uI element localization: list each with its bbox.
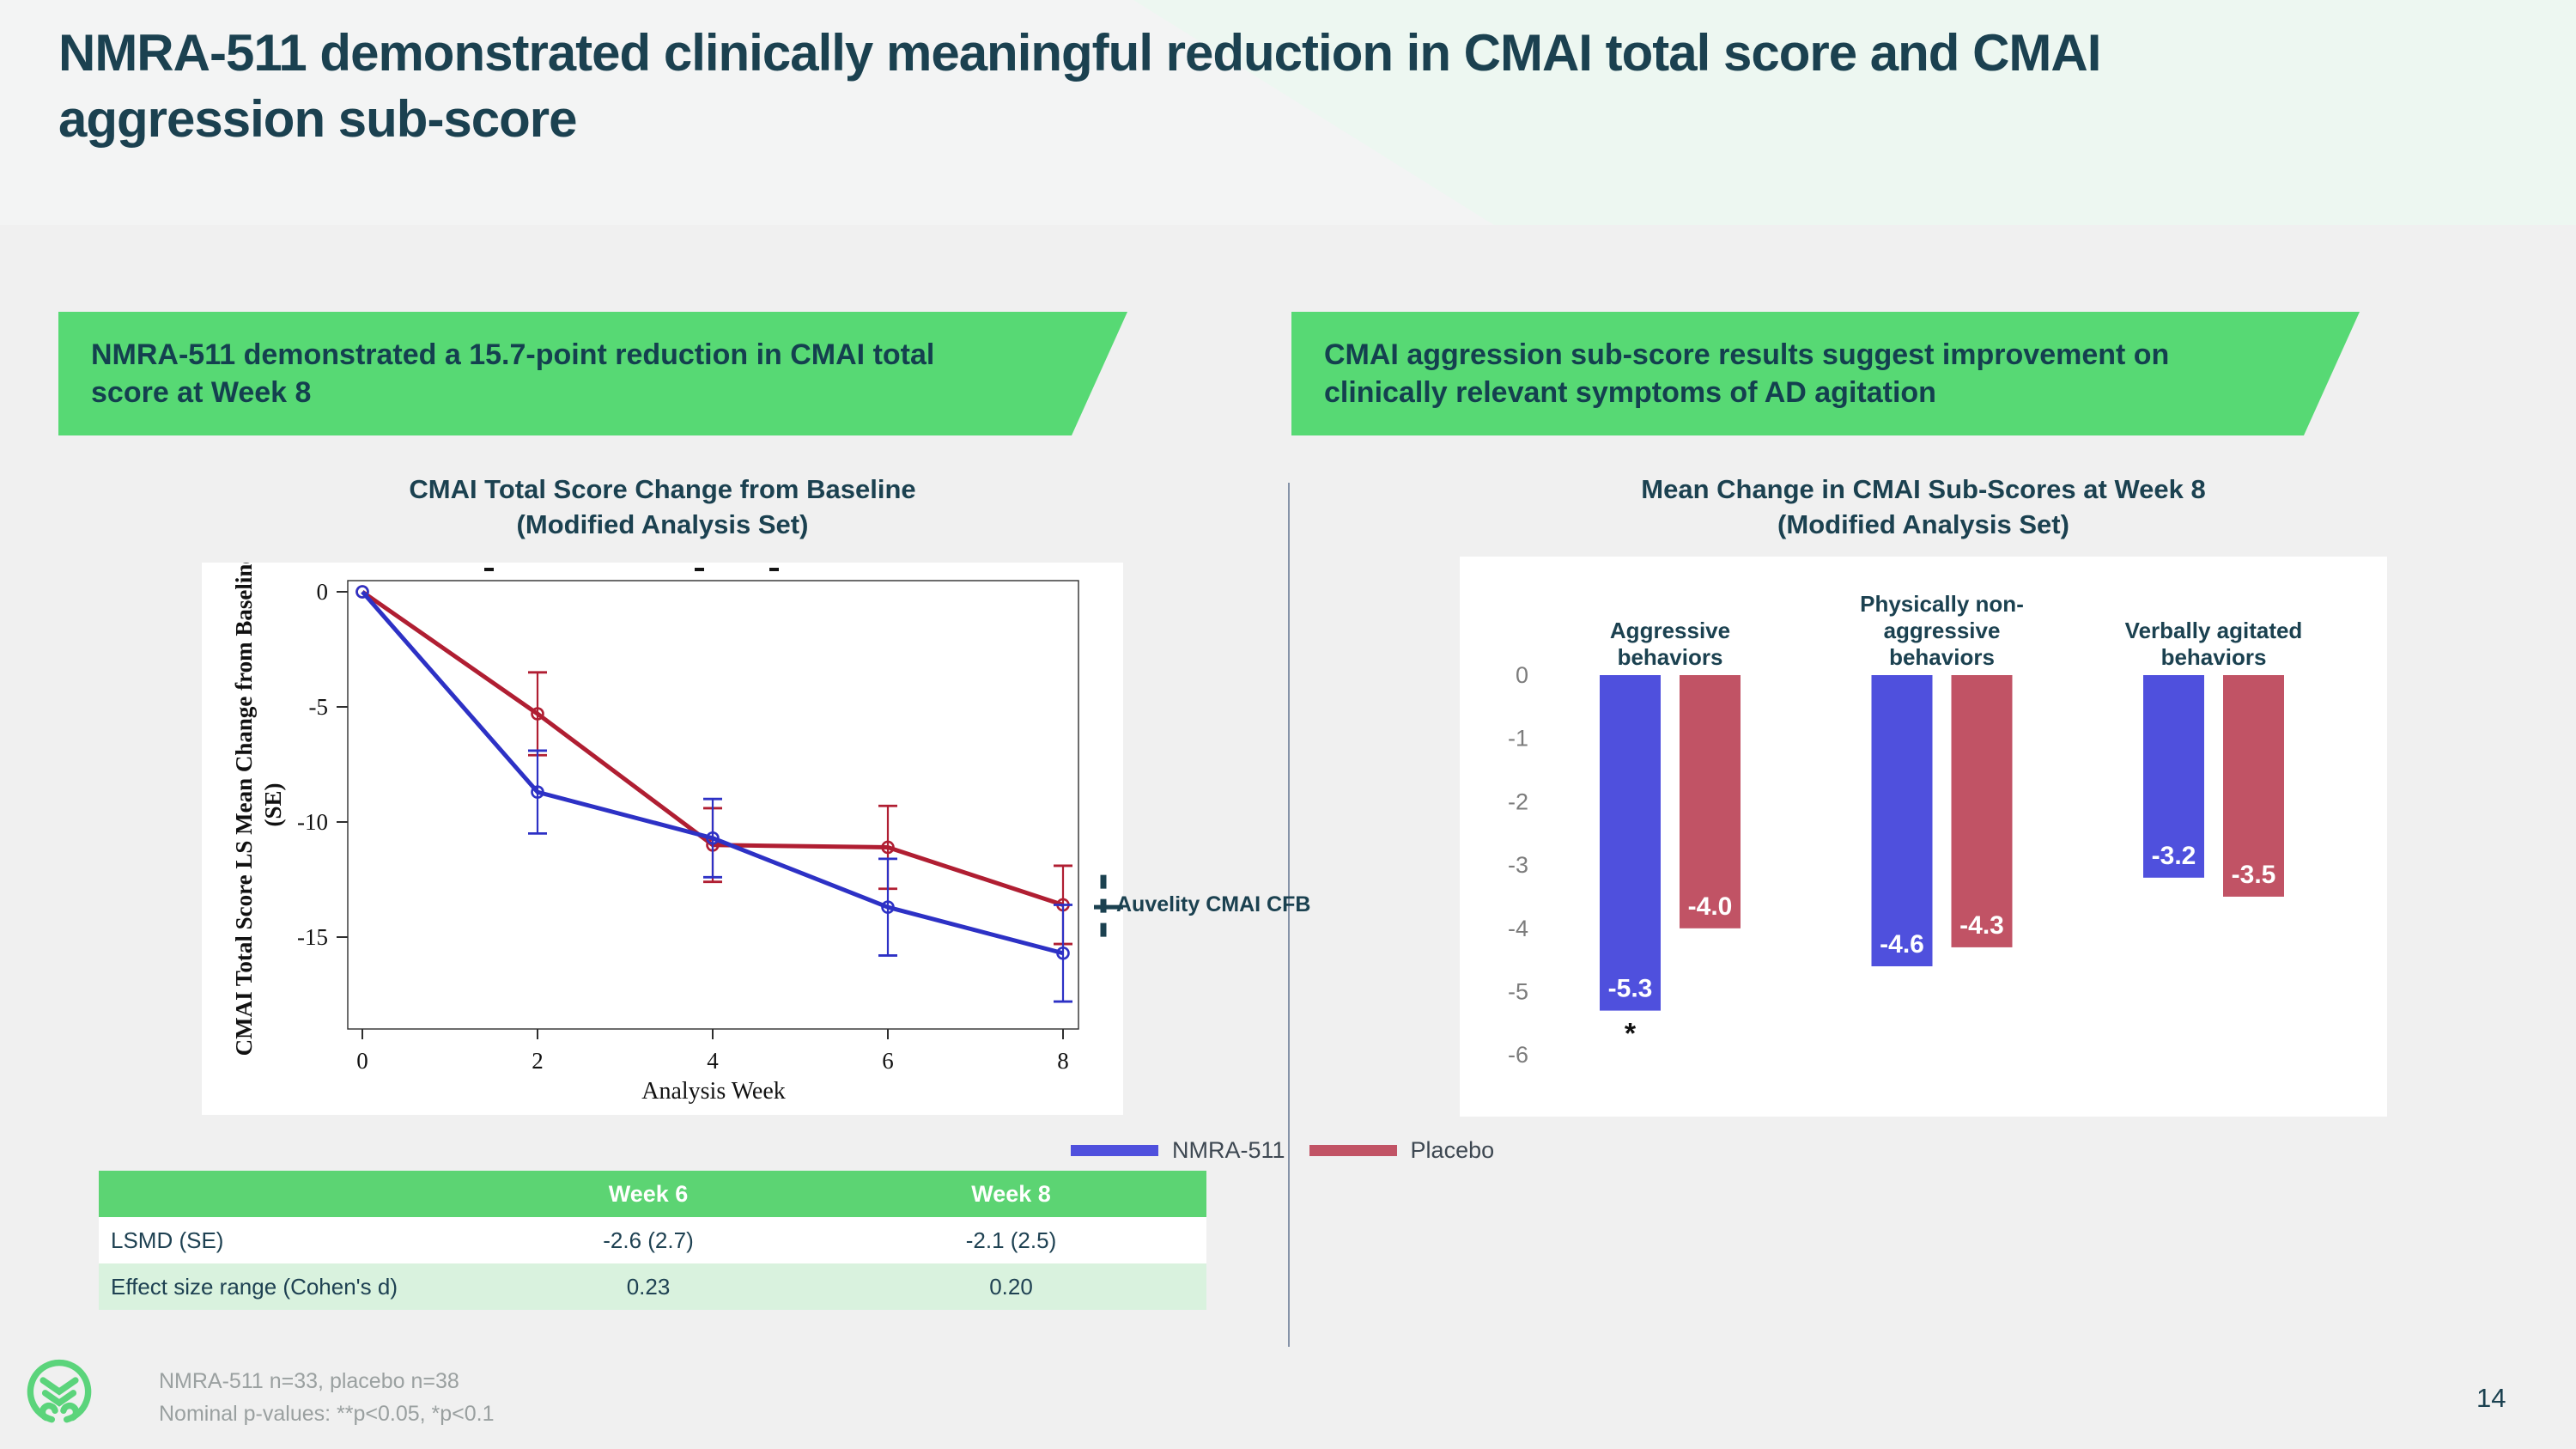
header-band — [0, 0, 2576, 225]
svg-text:0: 0 — [317, 579, 329, 605]
table-cell-value: -2.6 (2.7) — [603, 1227, 694, 1253]
table-header-week8: Week 8 — [971, 1180, 1051, 1207]
svg-text:0: 0 — [356, 1048, 368, 1074]
svg-text:0: 0 — [1516, 662, 1528, 688]
footnotes: NMRA-511 n=33, placebo n=38 Nominal p-va… — [159, 1366, 495, 1430]
svg-text:aggressive: aggressive — [1884, 618, 2001, 643]
banner-left-text: NMRA-511 demonstrated a 15.7-point reduc… — [91, 338, 935, 409]
svg-text:-15: -15 — [297, 924, 328, 950]
svg-text:-1: -1 — [1508, 726, 1528, 752]
bar-chart-title-sub: (Modified Analysis Set) — [1777, 508, 2069, 539]
table-row-effect-size: Effect size range (Cohen's d) 0.23 0.20 — [99, 1263, 1206, 1310]
svg-text:-4.0: -4.0 — [1688, 892, 1733, 921]
legend-swatch-placebo — [1309, 1145, 1397, 1156]
svg-text:-5: -5 — [1508, 979, 1528, 1005]
banner-left-total-score: NMRA-511 demonstrated a 15.7-point reduc… — [58, 312, 1127, 435]
bar-chart-title-main: Mean Change in CMAI Sub-Scores at Week 8 — [1641, 474, 2206, 504]
page-number: 14 — [2476, 1383, 2506, 1413]
banner-right-subscore: CMAI aggression sub-score results sugges… — [1291, 312, 2360, 435]
svg-text:behaviors: behaviors — [2161, 644, 2267, 670]
svg-text:-4: -4 — [1508, 916, 1528, 941]
table-cell-value: 0.23 — [626, 1273, 671, 1300]
svg-text:Verbally agitated: Verbally agitated — [2125, 618, 2303, 643]
svg-text:2: 2 — [532, 1048, 544, 1074]
table-cell-value: -2.1 (2.5) — [965, 1227, 1057, 1253]
footnote-pvalues: Nominal p-values: **p<0.05, *p<0.1 — [159, 1401, 495, 1426]
bar-chart-panel: 0 -1 -2 -3 -4 -5 -6 Aggressive behaviors Physical… — [1460, 557, 2387, 1117]
cmai-line-chart: 0 -5 -10 -15 0 2 4 6 8 Analysis Week CMAI Total Sc… — [231, 563, 1123, 1105]
svg-text:6: 6 — [882, 1048, 894, 1074]
svg-text:-3: -3 — [1508, 852, 1528, 878]
svg-text:-5: -5 — [309, 694, 329, 720]
svg-text:-3.2: -3.2 — [2152, 842, 2196, 870]
footnote-sample-size: NMRA-511 n=33, placebo n=38 — [159, 1369, 459, 1393]
svg-text:behaviors: behaviors — [1618, 644, 1723, 670]
svg-text:-6: -6 — [1508, 1042, 1528, 1068]
table-cell-label: LSMD (SE) — [111, 1227, 224, 1253]
table-header-week6: Week 6 — [608, 1180, 689, 1207]
svg-text:-10: -10 — [297, 809, 328, 835]
svg-text:*: * — [1625, 1018, 1637, 1050]
svg-text:Aggressive: Aggressive — [1610, 618, 1730, 643]
svg-text:CMAI Total Score LS Mean Chang: CMAI Total Score LS Mean Change from Bas… — [231, 563, 257, 1056]
svg-text:Analysis Week: Analysis Week — [641, 1078, 786, 1105]
legend-label-nmra511: NMRA-511 — [1172, 1137, 1285, 1163]
svg-text:Physically non-: Physically non- — [1860, 591, 2024, 617]
bar-chart-title: Mean Change in CMAI Sub-Scores at Week 8… — [1460, 472, 2387, 543]
table-cell-label: Effect size range (Cohen's d) — [111, 1273, 398, 1300]
line-chart-title-main: CMAI Total Score Change from Baseline — [409, 474, 916, 504]
chart-legend: NMRA-511 Placebo — [1071, 1137, 1518, 1164]
page-title: NMRA-511 demonstrated clinically meaning… — [58, 24, 2101, 148]
vertical-divider — [1288, 483, 1290, 1347]
svg-text:-2: -2 — [1508, 788, 1528, 814]
svg-text:-5.3: -5.3 — [1608, 975, 1653, 1003]
table-cell-value: 0.20 — [989, 1273, 1033, 1300]
svg-text:(SE): (SE) — [260, 782, 286, 826]
svg-text:-3.5: -3.5 — [2232, 861, 2276, 889]
svg-text:4: 4 — [707, 1048, 719, 1074]
legend-label-placebo: Placebo — [1410, 1137, 1495, 1163]
banner-right-text: CMAI aggression sub-score results sugges… — [1324, 338, 2170, 409]
svg-text:behaviors: behaviors — [1889, 644, 1995, 670]
legend-swatch-nmra511 — [1071, 1145, 1158, 1156]
cmai-subscore-bar-chart: 0-1-2-3-4-5-6AggressivebehaviorsPhysical… — [1508, 591, 2303, 1068]
line-chart-title: CMAI Total Score Change from Baseline (M… — [202, 472, 1123, 543]
line-chart-title-sub: (Modified Analysis Set) — [516, 508, 809, 539]
svg-text:-4.3: -4.3 — [1959, 911, 2004, 940]
line-chart-panel: 0 -5 -10 -15 0 2 4 6 8 Analysis Week CMAI Total Sc… — [202, 563, 1123, 1115]
lsmd-table: Week 6 Week 8 LSMD (SE) -2.6 (2.7) -2.1 … — [99, 1171, 1206, 1310]
company-logo-icon — [27, 1359, 92, 1423]
table-row-lsmd: LSMD (SE) -2.6 (2.7) -2.1 (2.5) — [99, 1217, 1206, 1263]
svg-text:-4.6: -4.6 — [1880, 930, 1924, 959]
svg-text:8: 8 — [1057, 1048, 1069, 1074]
table-header-row: Week 6 Week 8 — [99, 1171, 1206, 1217]
auvelity-annotation-label: Auvelity CMAI CFB — [1116, 892, 1311, 917]
